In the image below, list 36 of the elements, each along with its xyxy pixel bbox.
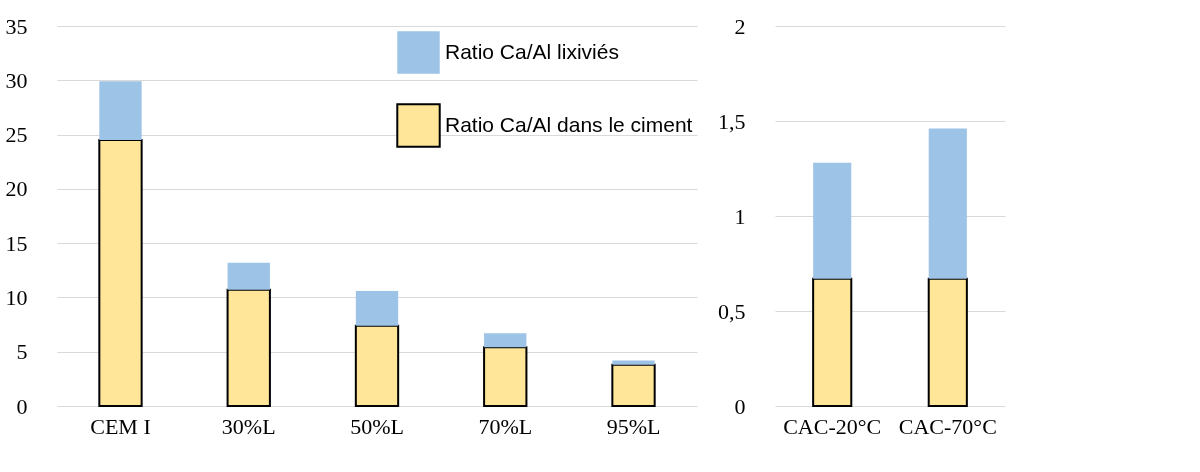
legend-label: Ratio Ca/Al lixiviés bbox=[445, 39, 619, 63]
y-tick-label: 35 bbox=[5, 13, 28, 39]
y-tick-label: 1 bbox=[734, 203, 746, 229]
y-tick-label: 25 bbox=[5, 122, 28, 148]
bar bbox=[98, 139, 143, 407]
x-tick-label: 30%L bbox=[221, 413, 276, 439]
bar bbox=[611, 363, 656, 407]
y-tick-label: 0 bbox=[734, 393, 746, 419]
y-tick-label: 20 bbox=[5, 176, 28, 202]
y-tick-label: 5 bbox=[16, 339, 28, 365]
y-tick-label: 15 bbox=[5, 230, 28, 256]
bar bbox=[813, 162, 852, 279]
y-tick-label: 30 bbox=[5, 67, 28, 93]
y-tick-label: 10 bbox=[5, 284, 28, 310]
bar bbox=[928, 128, 967, 279]
bar bbox=[927, 277, 968, 407]
bar bbox=[612, 360, 655, 365]
y-tick-label: 0 bbox=[16, 393, 28, 419]
y-tick-label: 1,5 bbox=[718, 108, 746, 134]
x-tick-label: 95%L bbox=[606, 413, 661, 439]
y-tick-label: 2 bbox=[734, 13, 746, 39]
bar bbox=[484, 333, 527, 348]
x-tick-label: 70%L bbox=[478, 413, 533, 439]
legend-label: Ratio Ca/Al dans le ciment bbox=[445, 112, 693, 136]
bar bbox=[99, 81, 142, 140]
bar bbox=[354, 324, 400, 407]
bar bbox=[355, 290, 399, 326]
bar bbox=[226, 288, 271, 407]
bar bbox=[812, 277, 853, 407]
x-tick-label: CAC-70°C bbox=[898, 413, 997, 439]
bar bbox=[483, 346, 528, 407]
y-tick-label: 0,5 bbox=[718, 298, 746, 324]
x-tick-label: CAC-20°C bbox=[783, 413, 882, 439]
x-tick-label: 50%L bbox=[350, 413, 404, 439]
x-tick-label: CEM I bbox=[90, 413, 151, 439]
bar bbox=[227, 262, 270, 290]
